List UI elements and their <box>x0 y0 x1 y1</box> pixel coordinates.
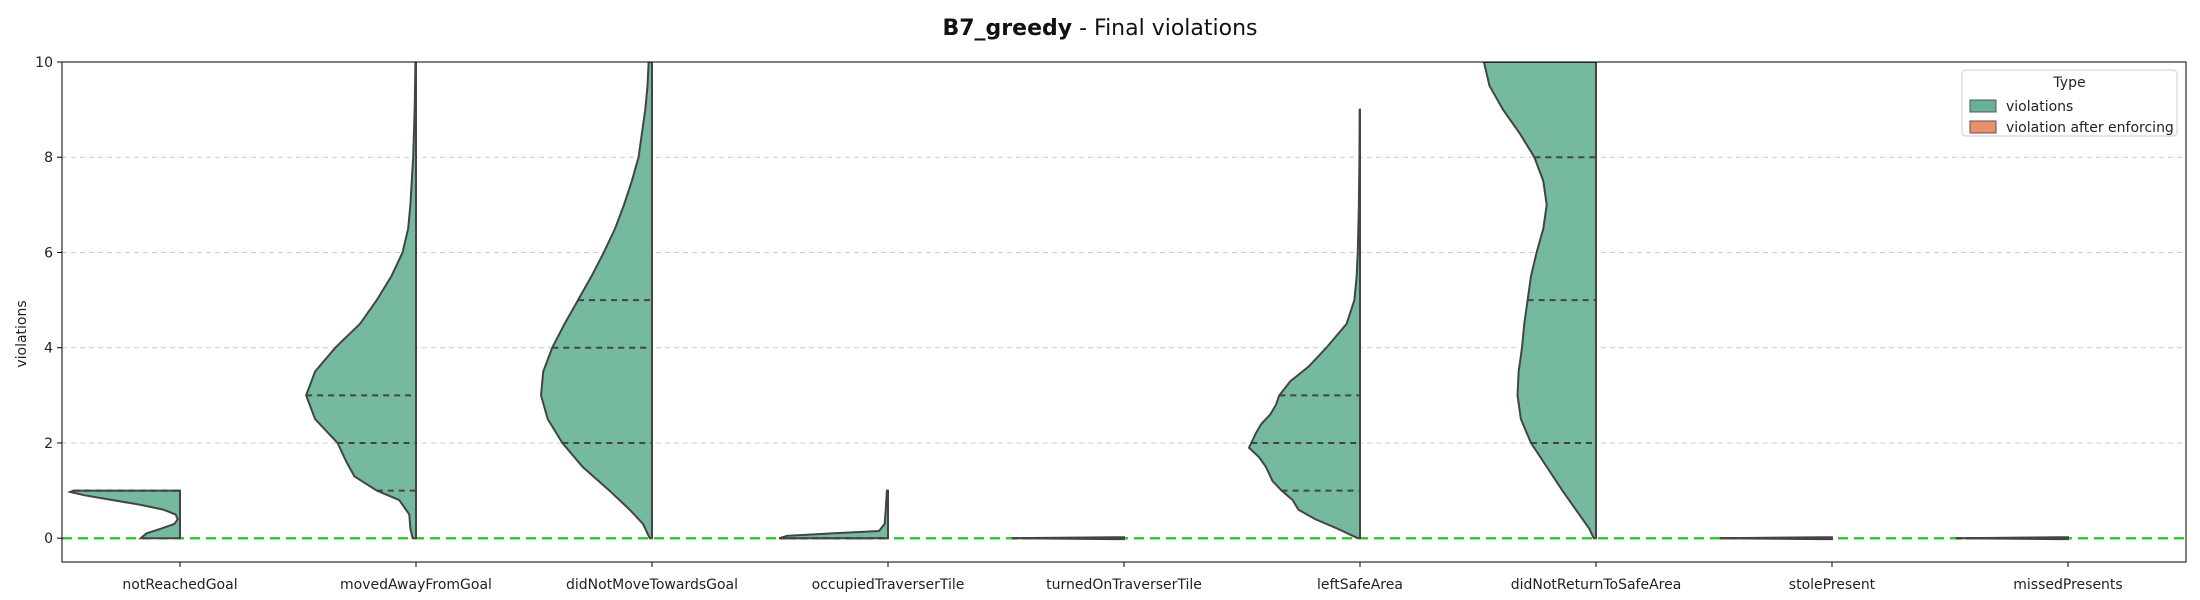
legend-swatch-1 <box>1969 120 1997 134</box>
legend-title: Type <box>2052 75 2085 91</box>
violin-didNotMoveTowardsGoal <box>540 62 653 540</box>
violin-movedAwayFromGoal <box>305 62 417 540</box>
legend: Type violations violation after enforcing <box>1961 69 2178 137</box>
legend-entry-1: violation after enforcing <box>2006 120 2174 136</box>
y-tick-label-0: 0 <box>44 531 53 547</box>
legend-entry-0: violations <box>2006 99 2073 115</box>
x-tick-label-turnedOnTraverserTile: turnedOnTraverserTile <box>1046 577 1202 593</box>
x-tick-label-didNotMoveTowardsGoal: didNotMoveTowardsGoal <box>566 577 738 593</box>
x-tick-label-notReachedGoal: notReachedGoal <box>122 577 237 593</box>
x-tick-label-missedPresents: missedPresents <box>2013 577 2122 593</box>
violin-series <box>66 62 2069 541</box>
x-tick-label-stolePresent: stolePresent <box>1789 577 1876 593</box>
y-tick-label-4: 8 <box>44 150 53 166</box>
chart-title-rest: - Final violations <box>1072 16 1257 41</box>
y-tick-label-2: 4 <box>44 341 53 357</box>
y-axis-label: violations <box>14 300 30 367</box>
x-tick-label-didNotReturnToSafeArea: didNotReturnToSafeArea <box>1511 577 1682 593</box>
violin-notReachedGoal <box>66 489 181 540</box>
chart-title: B7_greedy - Final violations <box>942 16 1257 41</box>
x-tick-label-occupiedTraverserTile: occupiedTraverserTile <box>812 577 965 593</box>
violin-leftSafeArea <box>1247 108 1361 540</box>
x-tick-label-leftSafeArea: leftSafeArea <box>1317 577 1403 593</box>
chart-title-bold: B7_greedy <box>942 16 1072 41</box>
axes: 0 2 4 6 8 10 notReachedGoal movedAwayFromGoal di… <box>35 55 2187 593</box>
legend-box <box>1961 69 2178 137</box>
y-tick-label-1: 2 <box>44 436 53 452</box>
y-tick-label-5: 10 <box>35 55 53 71</box>
legend-swatch-0 <box>1969 99 1997 113</box>
violin-occupiedTraverserTile <box>778 489 889 540</box>
x-tick-label-movedAwayFromGoal: movedAwayFromGoal <box>340 577 492 593</box>
y-tick-label-3: 6 <box>44 245 53 261</box>
